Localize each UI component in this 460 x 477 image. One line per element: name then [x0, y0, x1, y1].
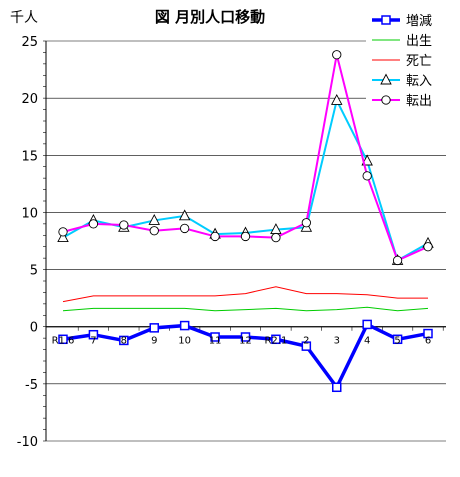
data-point-増減 — [240, 332, 251, 342]
x-tick-label: 11 — [209, 336, 222, 347]
legend-label-転出: 転出 — [406, 94, 432, 109]
legend-label-増減: 増減 — [406, 13, 432, 29]
x-tick-label: 5 — [394, 336, 400, 347]
series-line-死亡 — [62, 286, 428, 303]
data-point-転入 — [148, 213, 160, 225]
chart-title: 図 月別人口移動 — [155, 8, 265, 26]
x-tick-label: 3 — [334, 336, 340, 347]
x-tick-label: 8 — [121, 336, 127, 347]
data-point-増減 — [149, 323, 159, 333]
y-tick-label: 25 — [21, 35, 38, 50]
x-tick-label: R1.6 — [52, 336, 75, 347]
data-point-転出 — [271, 232, 281, 243]
data-point-転出 — [423, 242, 433, 252]
data-point-増減 — [423, 328, 433, 339]
data-point-増減 — [271, 334, 281, 345]
tick-labels: -10 -5 0 5 10 15 20 25 R1.6 7 8 9 10 11 12 R2.1 2 3 4 5 6 — [17, 35, 431, 450]
axes — [43, 40, 444, 442]
data-point-転出 — [240, 231, 251, 242]
unit-label: 千人 — [10, 10, 38, 26]
x-tick-label: 4 — [364, 336, 370, 347]
data-point-増減 — [88, 329, 99, 340]
data-point-増減 — [119, 335, 129, 346]
legend-marker-転入 — [380, 73, 392, 85]
data-point-転入 — [178, 209, 191, 221]
data-point-転出 — [392, 255, 403, 266]
data-point-転出 — [180, 223, 190, 234]
x-tick-label: 7 — [90, 336, 96, 347]
data-point-増減 — [301, 341, 312, 351]
data-point-転出 — [210, 231, 220, 242]
y-tick-label: -10 — [17, 435, 38, 450]
data-point-増減 — [332, 382, 342, 393]
x-tick-label: 12 — [239, 336, 252, 347]
data-point-転出 — [88, 219, 99, 229]
data-point-転入 — [331, 93, 343, 105]
legend-marker-転出 — [381, 95, 391, 105]
x-tick-label: 9 — [151, 336, 157, 347]
y-tick-label: 10 — [21, 206, 38, 221]
legend-label-出生: 出生 — [406, 34, 432, 49]
y-tick-label: -5 — [25, 378, 38, 393]
data-point-転出 — [119, 220, 129, 230]
gridlines — [46, 40, 446, 442]
legend-label-転入: 転入 — [406, 74, 432, 89]
legend-marker-増減 — [381, 15, 391, 25]
y-tick-label: 5 — [30, 264, 38, 279]
x-tick-label: 6 — [425, 336, 431, 347]
y-tick-label: 0 — [30, 321, 38, 336]
series-lines — [57, 50, 434, 393]
data-point-増減 — [179, 320, 190, 331]
data-point-転出 — [301, 218, 311, 228]
legend-label-死亡: 死亡 — [406, 54, 432, 69]
data-point-増減 — [392, 334, 403, 345]
series-line-出生 — [62, 306, 429, 312]
data-point-転出 — [362, 171, 372, 181]
y-tick-label: 20 — [21, 92, 38, 107]
data-point-増減 — [210, 332, 220, 342]
data-point-増減 — [58, 334, 68, 345]
data-point-増減 — [362, 319, 372, 330]
y-tick-label: 15 — [21, 149, 38, 164]
x-tick-label: 10 — [178, 336, 191, 347]
data-point-転出 — [332, 50, 342, 60]
x-tick-label: 2 — [303, 336, 309, 347]
data-point-転入 — [57, 231, 69, 243]
data-point-転出 — [149, 226, 159, 236]
x-tick-label: R2.1 — [264, 336, 287, 347]
data-point-転出 — [58, 227, 68, 237]
